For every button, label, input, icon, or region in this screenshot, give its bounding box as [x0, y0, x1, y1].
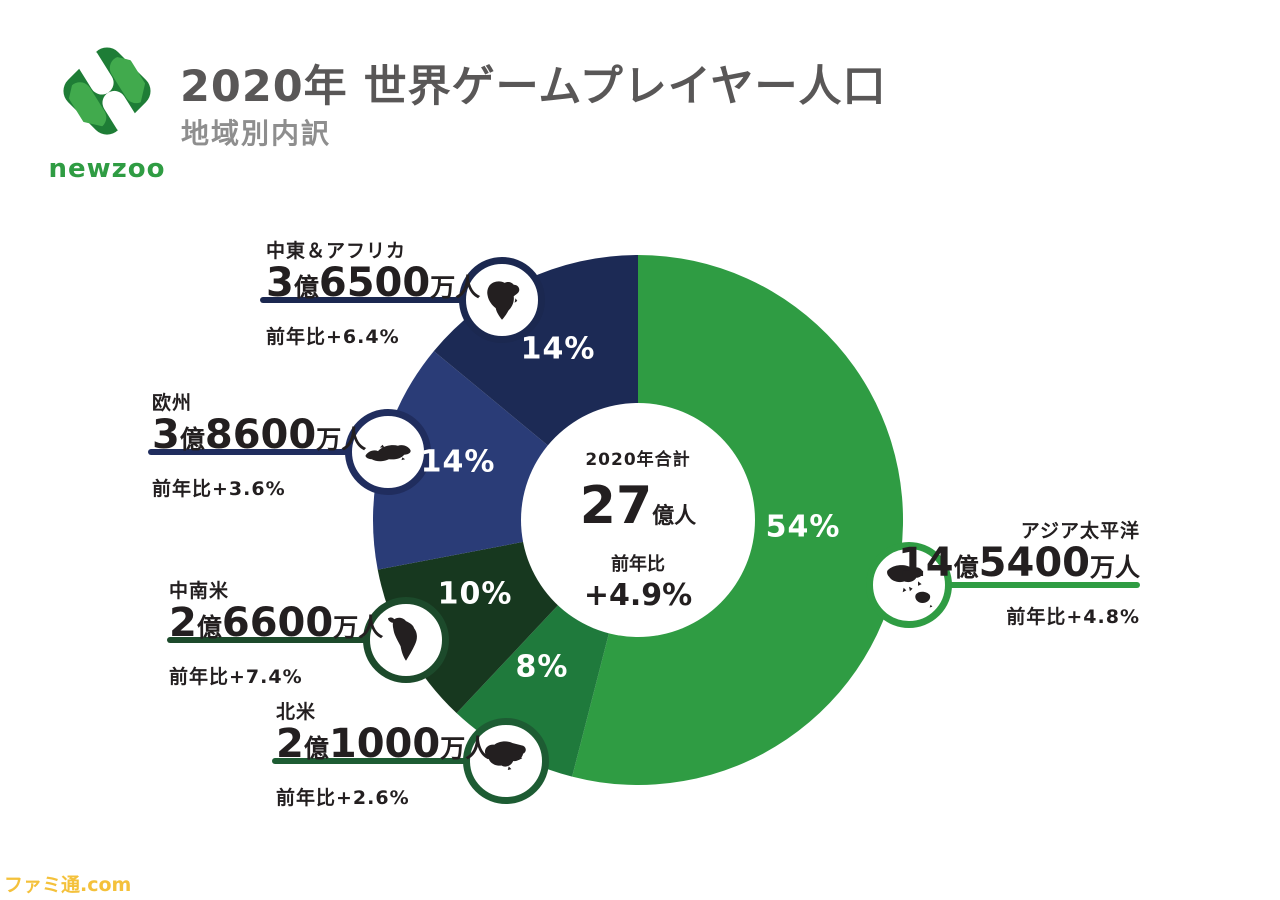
- connector-line-mea: [260, 297, 502, 303]
- region-icon-latam: [363, 597, 449, 683]
- region-yoy: 前年比+2.6%: [276, 787, 410, 809]
- region-icon-north-america: [463, 718, 549, 804]
- region-icon-europe: [345, 409, 431, 495]
- total-yoy-value: +4.9%: [583, 578, 693, 613]
- region-icon-apac: [866, 542, 952, 628]
- region-name: アジア太平洋: [1020, 520, 1140, 542]
- region-yoy: 前年比+4.8%: [1006, 606, 1140, 628]
- connector-line-apac: [909, 582, 1140, 588]
- total-value: 27: [579, 476, 653, 536]
- connector-line-europe: [148, 449, 388, 455]
- share-label-latam: 10%: [437, 576, 513, 612]
- share-label-apac: 54%: [765, 509, 841, 545]
- region-yoy: 前年比+7.4%: [169, 666, 303, 688]
- region-name: 北米: [276, 701, 317, 723]
- region-yoy: 前年比+6.4%: [266, 326, 400, 348]
- region-label-apac: アジア太平洋 14億5400万人 前年比+4.8%: [898, 516, 1140, 629]
- north-america-map-icon: [484, 741, 526, 770]
- region-players: 3億8600万人: [152, 412, 367, 458]
- connector-line-north-america: [272, 758, 506, 764]
- total-yoy-label: 前年比: [611, 554, 665, 575]
- asia-pacific-map-icon: [887, 565, 933, 608]
- newzoo-wordmark: newzoo: [48, 154, 166, 184]
- newzoo-logo: newzoo: [48, 28, 166, 184]
- connector-line-latam: [167, 637, 406, 643]
- newzoo-logo-mark-icon: [63, 47, 151, 135]
- region-label-mea: 中東＆アフリカ 3億6500万人 前年比+6.4%: [266, 236, 480, 349]
- share-label-mea: 14%: [520, 331, 596, 367]
- share-label-europe: 14%: [420, 444, 496, 480]
- total-value-line: 27億人: [508, 480, 768, 544]
- donut-hole: [521, 403, 755, 637]
- donut-center-summary: 2020年合計 27億人 前年比 +4.9%: [508, 445, 768, 613]
- region-yoy: 前年比+3.6%: [152, 478, 286, 500]
- africa-middle-east-map-icon: [487, 281, 520, 320]
- page-subtitle: 地域別内訳: [181, 117, 332, 150]
- region-icon-mea: [459, 257, 545, 343]
- total-label: 2020年合計: [585, 450, 691, 470]
- europe-map-icon: [365, 444, 411, 462]
- region-label-europe: 欧州 3億8600万人 前年比+3.6%: [152, 388, 366, 501]
- region-name: 欧州: [152, 392, 193, 414]
- latin-america-map-icon: [388, 617, 417, 661]
- region-players: 2億6600万人: [169, 600, 384, 646]
- region-name: 中南米: [169, 580, 230, 602]
- region-label-north-america: 北米 2億1000万人 前年比+2.6%: [276, 697, 490, 810]
- total-unit: 億人: [652, 504, 697, 529]
- region-players: 14億5400万人: [897, 540, 1140, 586]
- region-label-latam: 中南米 2億6600万人 前年比+7.4%: [169, 576, 383, 689]
- share-label-north-america: 8%: [515, 649, 569, 685]
- region-name: 中東＆アフリカ: [266, 240, 407, 262]
- region-players: 3億6500万人: [266, 260, 481, 306]
- famitsu-watermark: ファミ通.com: [4, 874, 132, 896]
- page-title: 2020年 世界ゲームプレイヤー人口: [180, 62, 887, 112]
- region-players: 2億1000万人: [276, 721, 491, 767]
